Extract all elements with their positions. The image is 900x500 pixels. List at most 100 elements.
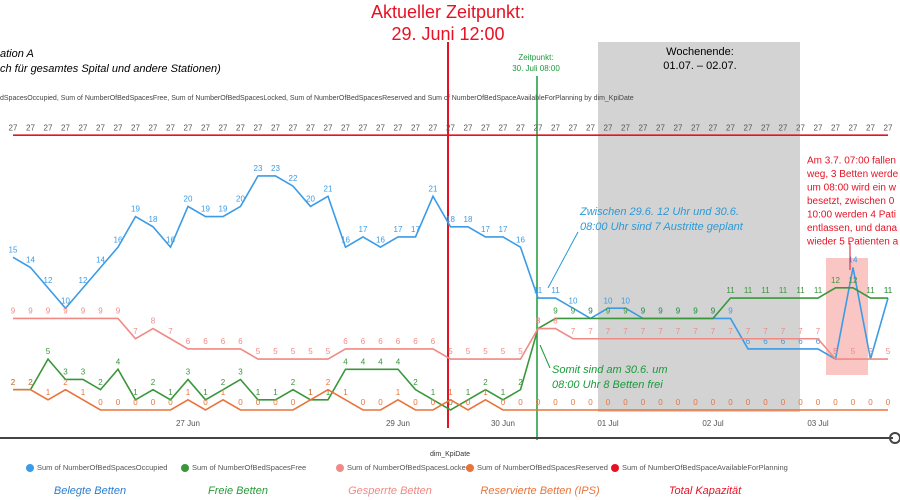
data-label: 9 xyxy=(623,307,628,316)
data-label: 9 xyxy=(11,307,16,316)
chart-title: ation A xyxy=(0,48,34,60)
data-label: 7 xyxy=(168,327,173,336)
data-label: 6 xyxy=(431,337,436,346)
data-label: 27 xyxy=(359,123,368,132)
data-label: 9 xyxy=(658,307,663,316)
data-label: 27 xyxy=(429,123,438,132)
data-label: 9 xyxy=(588,307,593,316)
data-label: 9 xyxy=(676,307,681,316)
annotation: entlassen, und dana xyxy=(807,223,898,234)
data-label: 9 xyxy=(98,307,103,316)
data-label: 19 xyxy=(131,205,140,214)
legend-label: Sum of NumberOfBedSpacesLocked xyxy=(347,463,470,472)
x-tick-label: 01 Jul xyxy=(597,419,619,428)
data-label: 27 xyxy=(884,123,893,132)
data-label: 7 xyxy=(623,327,628,336)
data-label: 0 xyxy=(378,398,383,407)
x-tick-label: 27 Jun xyxy=(176,419,200,428)
x-tick-label: 03 Jul xyxy=(807,419,829,428)
data-label: 27 xyxy=(184,123,193,132)
data-label: 6 xyxy=(221,337,226,346)
data-label: 9 xyxy=(46,307,51,316)
data-label: 12 xyxy=(849,276,858,285)
data-label: 0 xyxy=(886,398,891,407)
data-label: 1 xyxy=(273,388,278,397)
data-label: 27 xyxy=(236,123,245,132)
data-label: 11 xyxy=(866,286,875,295)
data-label: 8 xyxy=(536,317,541,326)
data-label: 7 xyxy=(658,327,663,336)
data-label: 23 xyxy=(271,164,280,173)
data-label: 2 xyxy=(151,378,156,387)
data-label: 2 xyxy=(326,378,331,387)
data-label: 1 xyxy=(396,388,401,397)
data-label: 27 xyxy=(376,123,385,132)
data-label: 14 xyxy=(26,256,35,265)
data-label: 1 xyxy=(186,388,191,397)
data-label: 16 xyxy=(376,235,385,244)
legend-label: Sum of NumberOfBedSpacesReserved xyxy=(477,463,608,472)
data-label: 6 xyxy=(396,337,401,346)
data-label: 0 xyxy=(98,398,103,407)
data-label: 5 xyxy=(833,347,838,356)
data-label: 5 xyxy=(886,347,891,356)
data-label: 2 xyxy=(221,378,226,387)
data-label: 27 xyxy=(796,123,805,132)
data-label: 10 xyxy=(61,296,70,305)
data-label: 2 xyxy=(11,378,16,387)
data-label: 17 xyxy=(499,225,508,234)
data-label: 27 xyxy=(866,123,875,132)
data-label: 0 xyxy=(273,398,278,407)
data-label: 27 xyxy=(779,123,788,132)
data-label: 7 xyxy=(133,327,138,336)
data-label: 27 xyxy=(761,123,770,132)
data-label: 10 xyxy=(569,296,578,305)
data-label: 27 xyxy=(481,123,490,132)
data-label: 5 xyxy=(868,347,873,356)
data-label: 27 xyxy=(674,123,683,132)
annotation: Zeitpunkt: xyxy=(518,53,553,62)
annotation: 01.07. – 02.07. xyxy=(663,60,736,72)
data-label: 7 xyxy=(711,327,716,336)
data-label: 7 xyxy=(676,327,681,336)
data-label: 1 xyxy=(431,388,436,397)
data-label: 7 xyxy=(798,327,803,336)
legend-label: Sum of NumberOfBedSpaceAvailableForPlann… xyxy=(622,463,788,472)
arrow xyxy=(547,231,579,289)
data-label: 11 xyxy=(884,286,893,295)
annotation: Am 3.7. 07:00 fallen xyxy=(807,156,896,167)
data-label: 18 xyxy=(464,215,473,224)
data-label: 11 xyxy=(796,286,805,295)
annotation: Wochenende: xyxy=(666,46,734,58)
data-label: 3 xyxy=(238,368,243,377)
data-label: 0 xyxy=(518,398,523,407)
data-label: 5 xyxy=(308,347,313,356)
annotation: besetzt, zwischen 0 xyxy=(807,196,895,207)
data-label: 7 xyxy=(588,327,593,336)
data-label: 9 xyxy=(116,307,121,316)
data-label: 5 xyxy=(483,347,488,356)
caption: Gesperrte Betten xyxy=(348,485,432,497)
x-tick-label: 30 Jun xyxy=(491,419,515,428)
data-label: 5 xyxy=(326,347,331,356)
x-tick-label: 02 Jul xyxy=(702,419,724,428)
data-label: 2 xyxy=(291,378,296,387)
data-label: 9 xyxy=(658,307,663,316)
data-label: 0 xyxy=(623,398,628,407)
series-line xyxy=(13,388,888,411)
data-label: 4 xyxy=(116,357,121,366)
data-label: 6 xyxy=(361,337,366,346)
data-label: 5 xyxy=(466,347,471,356)
data-label: 27 xyxy=(306,123,315,132)
data-label: 9 xyxy=(676,307,681,316)
data-label: 0 xyxy=(168,398,173,407)
data-label: 15 xyxy=(9,245,18,254)
data-label: 0 xyxy=(711,398,716,407)
data-label: 0 xyxy=(798,398,803,407)
data-label: 27 xyxy=(114,123,123,132)
data-label: 0 xyxy=(361,398,366,407)
data-label: 6 xyxy=(781,337,786,346)
x-tick-label: 29 Jun xyxy=(386,419,410,428)
annotation: um 08:00 wird ein w xyxy=(807,183,897,194)
data-label: 1 xyxy=(168,388,173,397)
